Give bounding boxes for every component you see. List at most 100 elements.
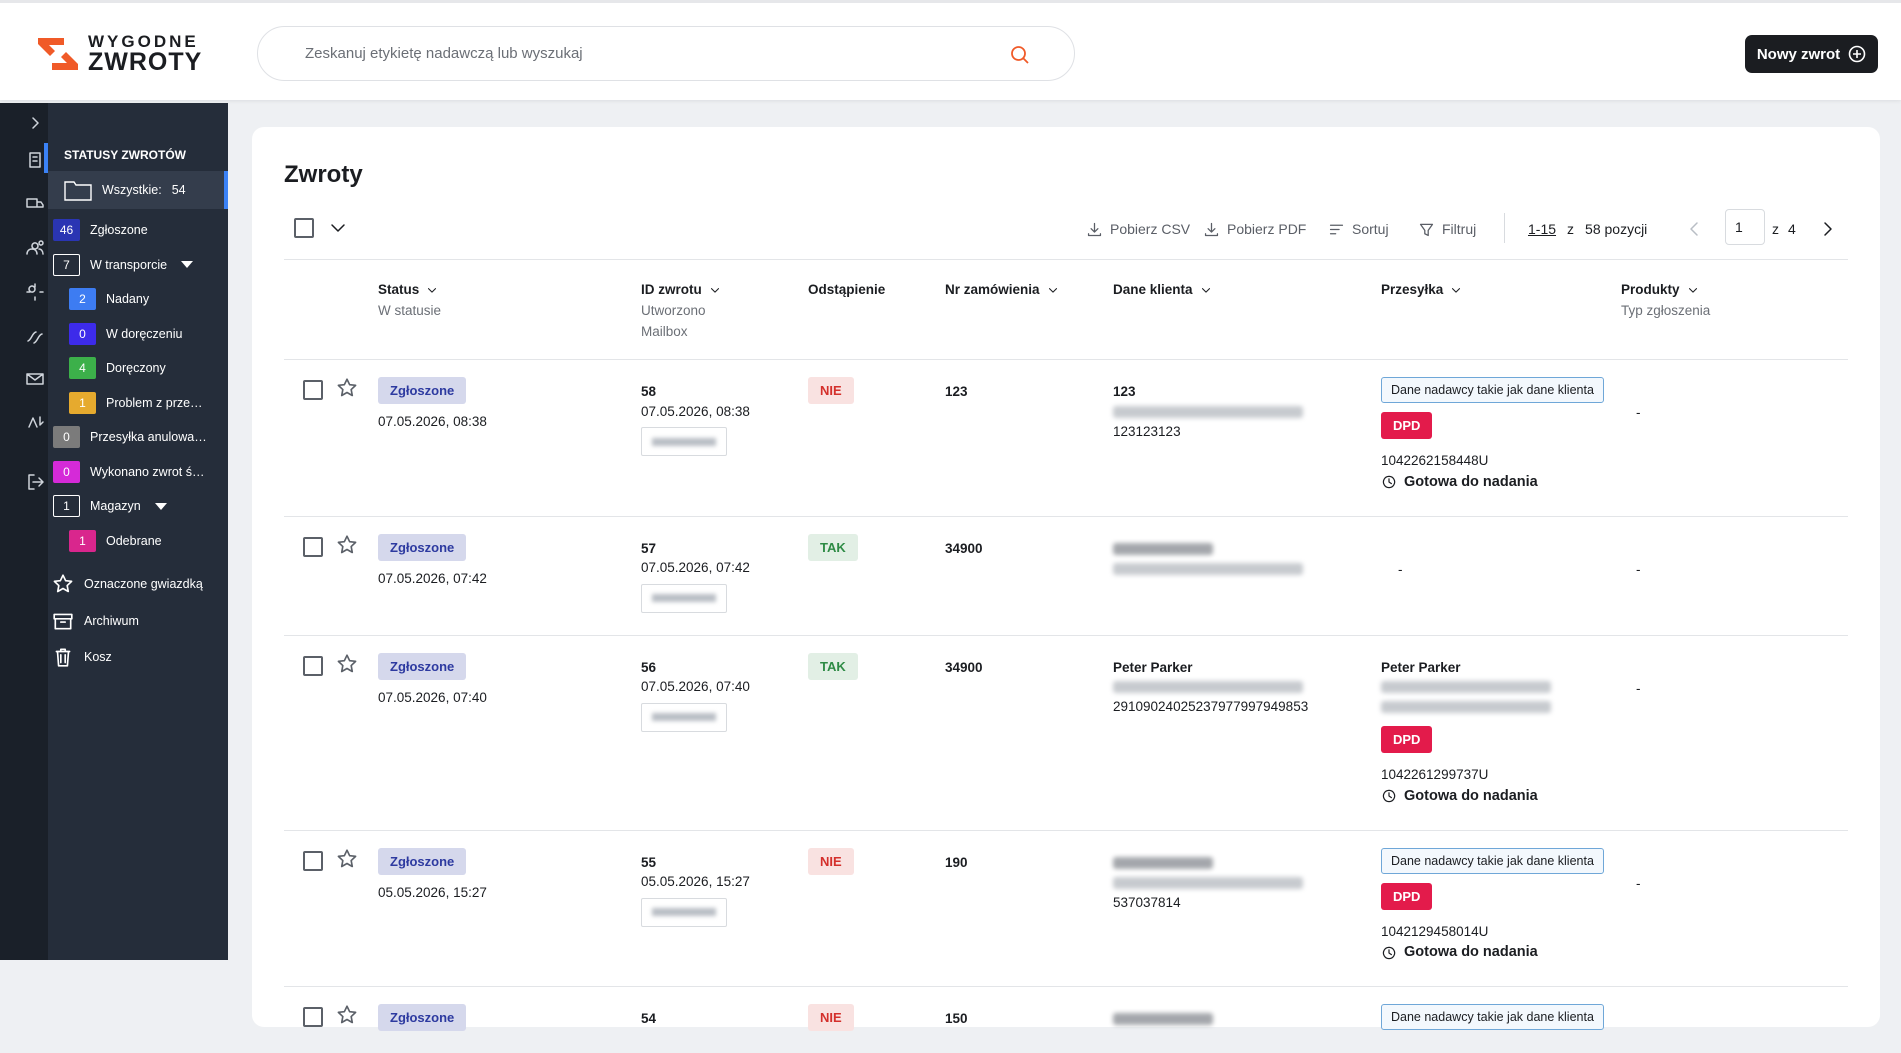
shipment-name: Peter Parker xyxy=(1381,659,1461,675)
state-label: Gotowa do nadania xyxy=(1404,787,1538,804)
star-cell[interactable] xyxy=(336,534,378,613)
row-checkbox[interactable] xyxy=(303,536,323,557)
status-count: 1 xyxy=(69,529,96,552)
client-phone: 537037814 xyxy=(1113,894,1181,910)
star-cell[interactable] xyxy=(336,1004,378,1031)
column-header[interactable]: Status W statusie xyxy=(378,282,641,339)
column-title-text: Przesyłka xyxy=(1381,282,1444,297)
page-input[interactable]: 1 xyxy=(1725,209,1765,245)
row-checkbox[interactable] xyxy=(303,380,323,400)
products-cell: - xyxy=(1621,377,1848,494)
column-header[interactable]: Nr zamówienia xyxy=(945,282,1113,339)
created-date: 07.05.2026, 08:38 xyxy=(641,403,750,419)
client-cell: 123 123123123 xyxy=(1113,377,1381,494)
status-cell: Zgłoszone 07.05.2026, 07:42 xyxy=(378,533,641,613)
expand-caret[interactable] xyxy=(154,502,167,510)
select-menu[interactable] xyxy=(328,218,348,243)
icon xyxy=(28,416,44,428)
id-cell: 56 07.05.2026, 07:40 xyxy=(641,653,808,808)
row-checkbox[interactable] xyxy=(303,655,323,676)
cell xyxy=(303,848,336,965)
column-header[interactable]: Produkty Typ zgłoszenia xyxy=(1621,282,1848,339)
toolbar-action[interactable]: Pobierz CSV xyxy=(1086,217,1190,241)
created-date: 07.05.2026, 07:40 xyxy=(641,679,750,694)
status-cell: Zgłoszone 05.05.2026, 15:27 xyxy=(378,847,641,965)
tracking-number: 1042261299737U xyxy=(1381,767,1489,782)
button-label: Nowy zwrot xyxy=(1756,45,1841,63)
column-title: Dane klienta xyxy=(1113,282,1381,297)
icon xyxy=(1048,287,1057,293)
expand-caret[interactable] xyxy=(181,261,194,268)
star-cell[interactable] xyxy=(336,653,378,808)
toolbar-action[interactable]: Filtruj xyxy=(1418,217,1476,241)
return-id: 57 xyxy=(641,540,657,556)
status-item[interactable]: 0 W doręczeniu xyxy=(48,319,228,349)
withdrawal-cell: TAK xyxy=(808,652,945,808)
status-label: Przesyłka anulowa… xyxy=(90,430,207,444)
next-page[interactable] xyxy=(1817,219,1837,244)
prev-page[interactable] xyxy=(1685,219,1705,244)
sidebar-link[interactable]: Kosz xyxy=(48,642,228,672)
sidebar-link[interactable]: Archiwum xyxy=(48,606,228,636)
status-date: 07.05.2026, 07:42 xyxy=(378,570,487,586)
search-placeholder: Zeskanuj etykietę nadawczą lub wyszukaj xyxy=(305,45,583,62)
column-header[interactable]: Dane klienta xyxy=(1113,282,1381,339)
client-extra: 29109024025237977997949853 xyxy=(1113,699,1309,714)
status-item[interactable]: 0 Wykonano zwrot ś… xyxy=(48,457,228,487)
star-cell[interactable] xyxy=(336,848,378,965)
logo-line: ZWROTY xyxy=(88,48,203,76)
page: Zwroty {"header":{"logo":["WYGODNE","ZWR… xyxy=(0,0,1901,1031)
status-item[interactable]: 0 Przesyłka anulowa… xyxy=(48,422,228,452)
return-row: Zgłoszone 54 NIE 150 Dane nadawcy takie jak … xyxy=(284,986,1848,1053)
tracking-number: 1042129458014U xyxy=(1381,923,1489,939)
status-item[interactable]: 1 Magazyn xyxy=(48,491,228,521)
status-item[interactable]: 1 Problem z prze… xyxy=(48,388,228,418)
cell xyxy=(303,653,336,808)
header: WYGODNE ZWROTY Zeskanuj etykietę nadawczą… xyxy=(0,0,1901,100)
redacted-text xyxy=(1113,542,1213,555)
icon xyxy=(55,648,71,667)
column-subtitle: Utworzono xyxy=(641,303,706,318)
spacer xyxy=(284,653,303,808)
select-all-checkbox[interactable] xyxy=(294,218,314,238)
icon xyxy=(337,653,357,672)
order-number: 150 xyxy=(945,1011,968,1026)
column-title-text: Odstąpienie xyxy=(808,282,886,297)
column-title: Przesyłka xyxy=(1381,282,1621,297)
logo[interactable]: WYGODNE ZWROTY xyxy=(36,33,202,75)
star-cell[interactable] xyxy=(336,377,378,494)
row-checkbox[interactable] xyxy=(303,850,323,871)
page-range[interactable]: 1-15 xyxy=(1528,221,1557,237)
return-id: 55 xyxy=(641,854,657,870)
status-item[interactable]: 1 Odebrane xyxy=(48,526,228,556)
row-checkbox[interactable] xyxy=(303,1007,323,1027)
column-header[interactable]: ID zwrotu Utworzono Mailbox xyxy=(641,282,808,339)
column-header[interactable]: Przesyłka xyxy=(1381,282,1621,339)
column-subtitle: Typ zgłoszenia xyxy=(1621,303,1711,318)
shipment-cell: Dane nadawcy takie jak dane klienta DPD 10… xyxy=(1381,377,1621,494)
icon xyxy=(1452,287,1461,293)
status-item[interactable]: 2 Nadany xyxy=(48,284,228,314)
icon xyxy=(337,378,357,397)
new-return-button[interactable]: Nowy zwrot xyxy=(1745,35,1878,73)
sender-note: Dane nadawcy takie jak dane klienta xyxy=(1381,377,1604,403)
toolbar-action[interactable]: Sortuj xyxy=(1328,217,1389,241)
status-item[interactable]: 4 Doręczony xyxy=(48,353,228,383)
return-row: Zgłoszone 07.05.2026, 07:40 56 07.05.2026, … xyxy=(284,634,1848,830)
status-item[interactable]: 7 W transporcie xyxy=(48,250,228,280)
search-input[interactable]: Zeskanuj etykietę nadawczą lub wyszukaj xyxy=(257,26,1075,81)
products-cell: - xyxy=(1621,534,1848,613)
mailbox xyxy=(641,702,727,732)
toolbar-action[interactable]: Pobierz PDF xyxy=(1203,217,1306,241)
active-indicator xyxy=(44,143,48,173)
spacer xyxy=(336,282,378,339)
status-item[interactable]: 46 Zgłoszone xyxy=(48,215,228,245)
sidebar-link[interactable]: Oznaczone gwiazdką xyxy=(48,569,228,599)
spacer xyxy=(284,534,303,613)
redacted-text xyxy=(1381,681,1551,693)
all-returns[interactable]: Wszystkie: 54 xyxy=(48,171,228,209)
products-value: - xyxy=(1636,405,1641,420)
spacer xyxy=(284,848,303,965)
products-cell: - xyxy=(1621,848,1848,965)
redacted-text xyxy=(1113,681,1303,693)
